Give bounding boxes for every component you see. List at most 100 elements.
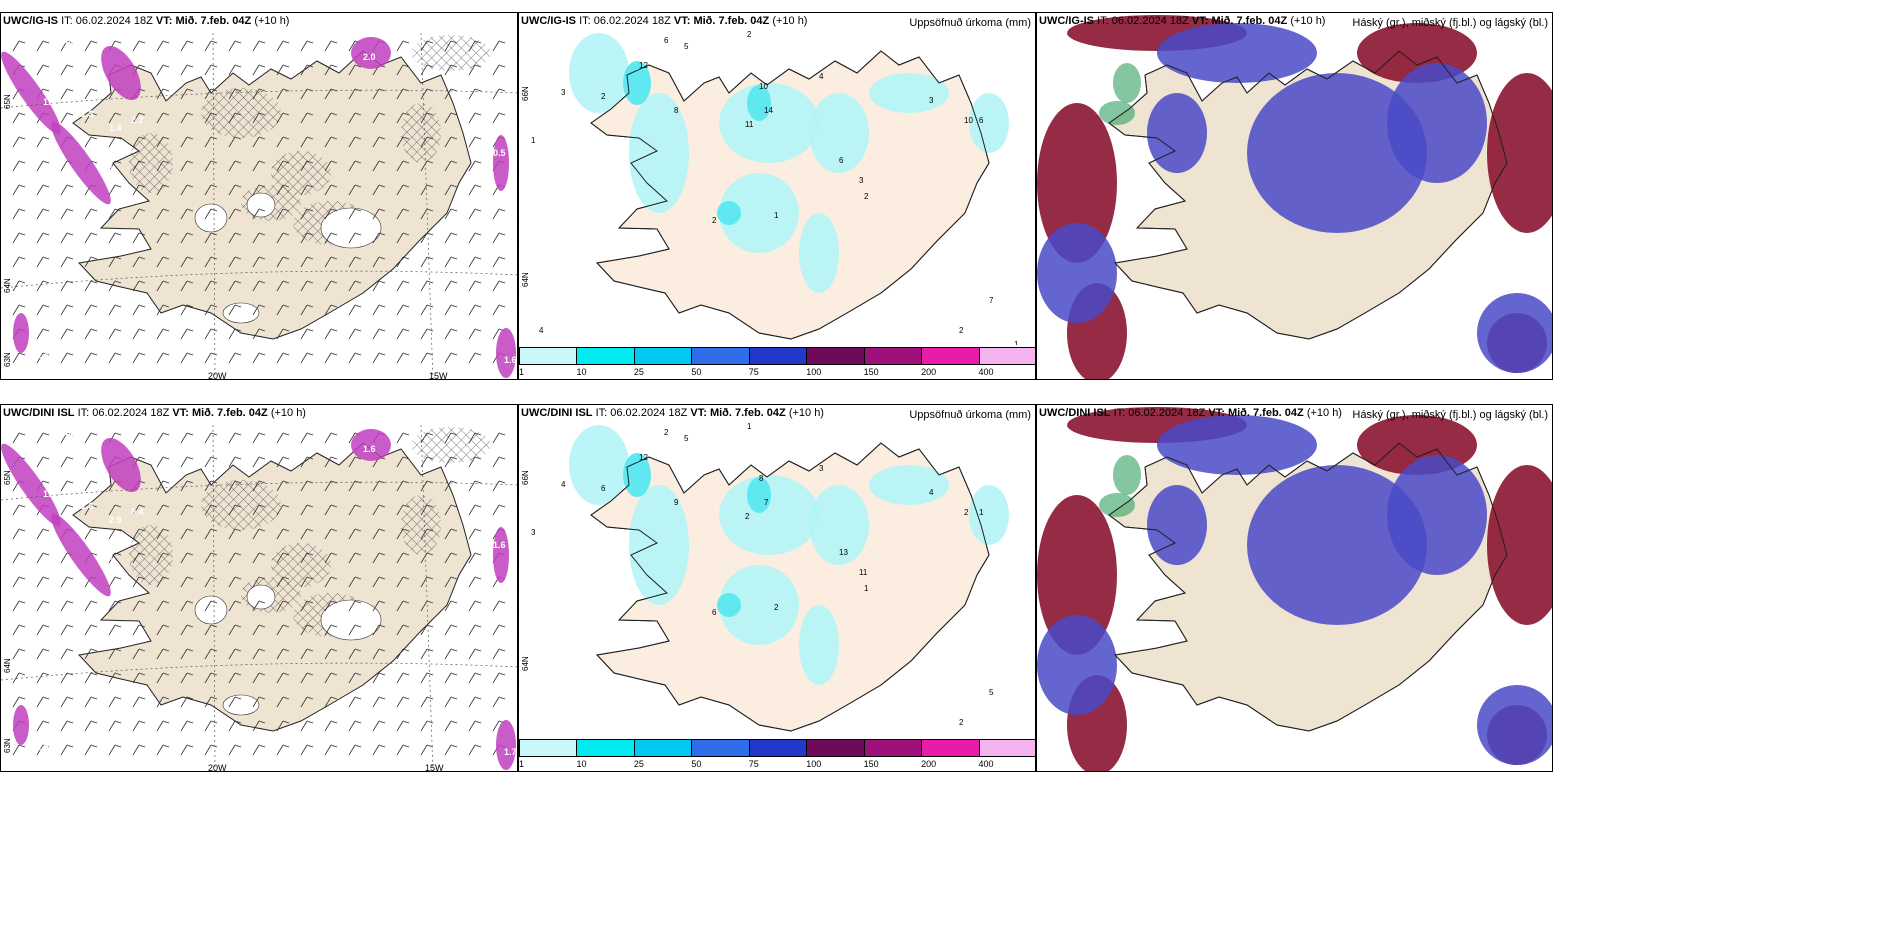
wind-barb bbox=[60, 256, 74, 268]
wind-barb bbox=[420, 256, 434, 268]
colorbar-tick-label: 400 bbox=[978, 759, 994, 769]
wind-barb bbox=[372, 256, 386, 268]
inland-gap bbox=[246, 192, 276, 218]
wind-barb bbox=[228, 184, 242, 196]
wind-barb bbox=[348, 184, 362, 196]
wind-barb bbox=[468, 208, 482, 220]
colorbar-tick-label: 10 bbox=[576, 759, 587, 769]
wind-barb bbox=[156, 352, 170, 364]
wind-barb bbox=[468, 648, 482, 660]
wind-barb bbox=[228, 672, 242, 684]
wind-barb bbox=[396, 352, 410, 364]
wind-barb bbox=[396, 112, 410, 124]
wind-barb bbox=[276, 624, 290, 636]
wind-barb bbox=[12, 504, 26, 516]
colorbar-tick-label: 400 bbox=[978, 367, 994, 377]
grid-line bbox=[1, 270, 517, 289]
colorbar-swatch bbox=[921, 739, 980, 757]
wind-speed-label: 3.8 bbox=[351, 215, 364, 225]
wind-barb bbox=[444, 696, 458, 708]
wind-barb bbox=[36, 576, 50, 588]
wind-barb bbox=[324, 328, 338, 340]
wind-barb bbox=[108, 328, 122, 340]
wind-barb bbox=[84, 304, 98, 316]
precip-area bbox=[869, 73, 949, 113]
wind-barb bbox=[276, 432, 290, 444]
wind-barb bbox=[396, 432, 410, 444]
wind-barb bbox=[204, 304, 218, 316]
wind-barb bbox=[252, 432, 266, 444]
lon-label: 15W bbox=[429, 371, 448, 380]
wind-barb bbox=[12, 528, 26, 540]
wind-barb bbox=[12, 624, 26, 636]
wind-barb bbox=[276, 576, 290, 588]
wind-barb bbox=[396, 696, 410, 708]
inland-gap bbox=[222, 302, 260, 324]
wind-barb bbox=[276, 552, 290, 564]
wind-barb bbox=[300, 136, 314, 148]
wind-barb bbox=[12, 40, 26, 52]
wind-barb bbox=[252, 672, 266, 684]
mid-cloud-area bbox=[1157, 23, 1317, 83]
wind-barb bbox=[156, 720, 170, 732]
panel-igis-clouds: UWC/IG-IS IT: 06.02.2024 18Z VT: Mið. 7.… bbox=[1036, 12, 1553, 380]
mid-cloud-area bbox=[1037, 615, 1117, 715]
wind-barb bbox=[372, 184, 386, 196]
wind-speed-area bbox=[493, 135, 509, 191]
colorbar-swatch bbox=[863, 347, 923, 365]
wind-barb bbox=[492, 480, 506, 492]
wind-barb bbox=[132, 504, 146, 516]
wind-barb bbox=[468, 184, 482, 196]
wind-barb bbox=[276, 504, 290, 516]
wind-barb bbox=[12, 256, 26, 268]
wind-barb bbox=[252, 208, 266, 220]
wind-barb bbox=[180, 648, 194, 660]
wind-barb bbox=[396, 328, 410, 340]
wind-barb bbox=[84, 720, 98, 732]
wind-barb bbox=[60, 720, 74, 732]
grid-line bbox=[1, 89, 517, 109]
wind-speed-label: 1.6 bbox=[504, 355, 517, 365]
panel-header: UWC/DINI ISL IT: 06.02.2024 18Z VT: Mið.… bbox=[1039, 407, 1342, 419]
precip-value-label: 10 bbox=[964, 116, 973, 125]
wind-barb bbox=[252, 552, 266, 564]
wind-barb bbox=[108, 208, 122, 220]
wind-barb bbox=[180, 208, 194, 220]
wind-barb bbox=[12, 672, 26, 684]
wind-barb bbox=[132, 552, 146, 564]
wind-barb bbox=[348, 88, 362, 100]
hatched-area bbox=[411, 427, 491, 463]
precip-area bbox=[719, 565, 799, 645]
wind-barb bbox=[300, 112, 314, 124]
wind-barb bbox=[180, 352, 194, 364]
wind-barb bbox=[180, 184, 194, 196]
hatched-area bbox=[129, 133, 173, 193]
wind-barb bbox=[324, 480, 338, 492]
lat-label: 66N bbox=[521, 470, 530, 485]
wind-speed-label: 1.7 bbox=[504, 747, 517, 757]
wind-barb bbox=[228, 304, 242, 316]
wind-barb bbox=[372, 504, 386, 516]
wind-barb bbox=[444, 552, 458, 564]
wind-barb bbox=[372, 160, 386, 172]
coastline bbox=[1108, 50, 1508, 340]
wind-barb bbox=[492, 40, 506, 52]
wind-barb bbox=[180, 64, 194, 76]
wind-barb bbox=[60, 64, 74, 76]
wind-barb bbox=[348, 328, 362, 340]
wind-barb bbox=[60, 624, 74, 636]
wind-barb bbox=[60, 576, 74, 588]
wind-barb bbox=[444, 600, 458, 612]
precip-value-label: 6 bbox=[712, 608, 717, 617]
wind-barb bbox=[492, 672, 506, 684]
wind-barb bbox=[276, 528, 290, 540]
mid-cloud-area bbox=[1247, 73, 1427, 233]
wind-barb bbox=[228, 456, 242, 468]
precip-value-label: 2 bbox=[664, 428, 669, 437]
wind-barb bbox=[108, 256, 122, 268]
wind-barb bbox=[60, 184, 74, 196]
precip-value-label: 3 bbox=[929, 96, 934, 105]
wind-barb bbox=[492, 624, 506, 636]
wind-barb bbox=[252, 40, 266, 52]
wind-barb bbox=[276, 328, 290, 340]
